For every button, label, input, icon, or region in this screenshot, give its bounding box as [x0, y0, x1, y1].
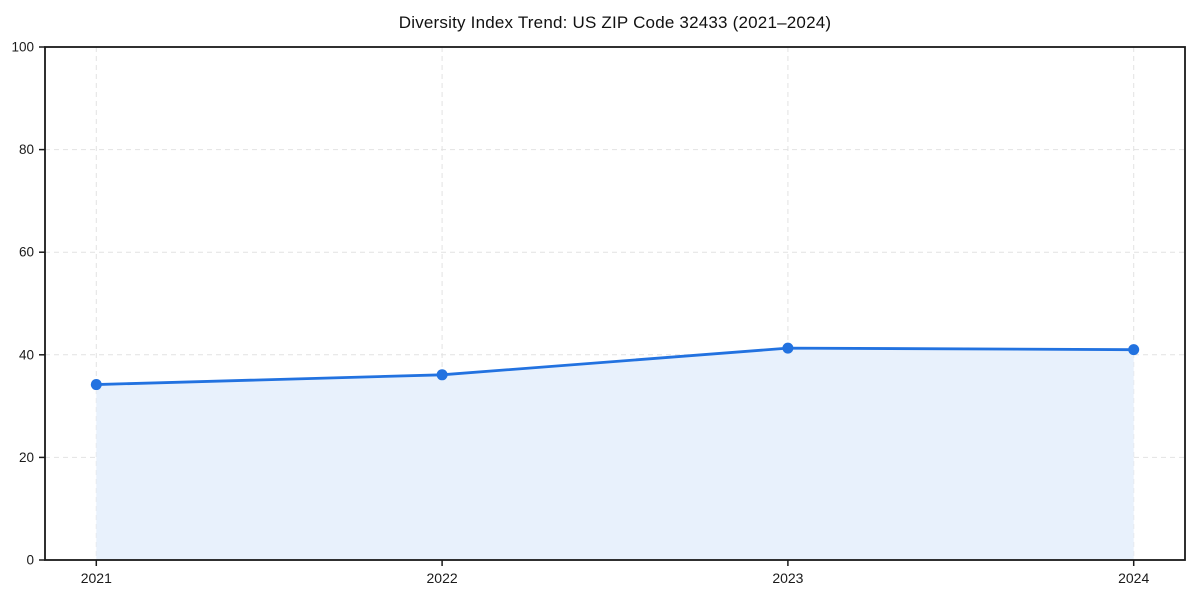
x-tick-label: 2024 — [1118, 570, 1149, 586]
y-tick-label: 80 — [19, 142, 34, 157]
x-tick-label: 2021 — [81, 570, 112, 586]
y-tick-label: 60 — [19, 245, 34, 260]
data-point-marker — [436, 369, 448, 381]
data-point-marker — [1128, 344, 1140, 356]
y-tick-label: 0 — [26, 553, 34, 568]
y-tick-label: 20 — [19, 450, 34, 465]
data-point-marker — [90, 379, 102, 391]
area-fill — [96, 348, 1134, 560]
x-tick-label: 2022 — [427, 570, 458, 586]
data-point-marker — [782, 342, 794, 354]
y-tick-label: 100 — [11, 40, 34, 55]
trend-line — [94, 346, 1136, 386]
y-tick-label: 40 — [19, 347, 34, 362]
chart-title: Diversity Index Trend: US ZIP Code 32433… — [398, 13, 832, 32]
axes-border — [44, 46, 1186, 561]
x-tick-label: 2023 — [772, 570, 803, 586]
